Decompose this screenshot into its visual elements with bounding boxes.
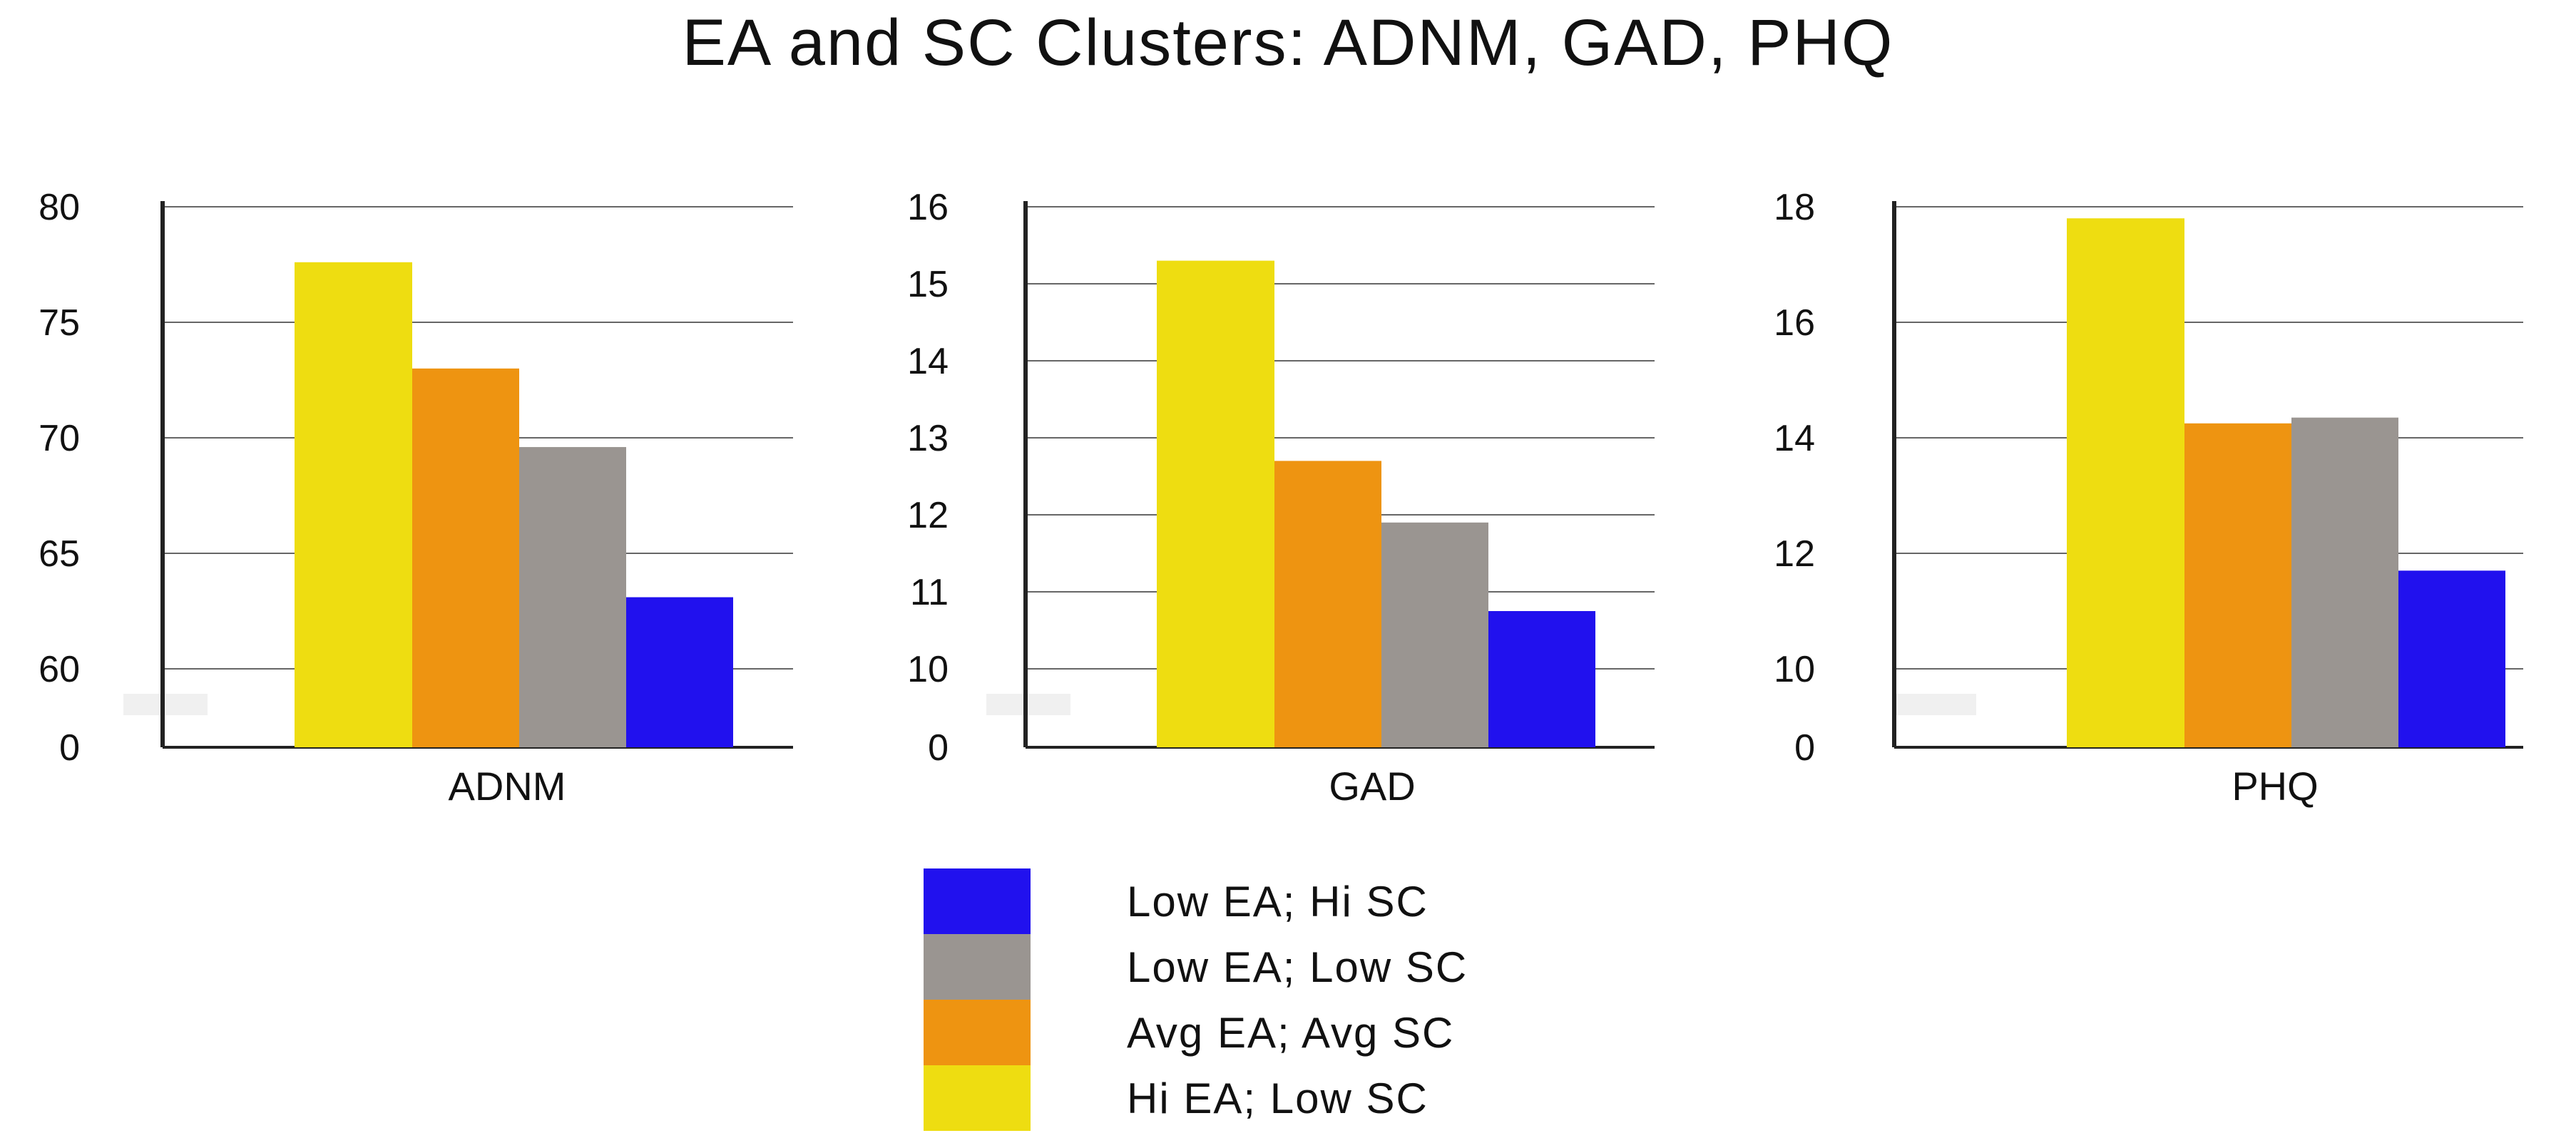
bar <box>519 446 626 747</box>
y-tick-label: 60 <box>39 649 80 690</box>
y-tick-label: 15 <box>907 264 949 305</box>
legend-item: Low EA; Low SC <box>924 934 1468 1000</box>
bar <box>1488 611 1595 747</box>
bar <box>1381 522 1488 747</box>
y-tick-label: 70 <box>39 418 80 459</box>
axis-break-mark <box>1892 694 1976 715</box>
y-tick-label: 16 <box>907 187 949 228</box>
y-tick-label: 0 <box>1794 727 1815 769</box>
legend-swatch <box>924 934 1031 1000</box>
x-category-label: GAD <box>1329 764 1415 809</box>
bar <box>1274 461 1381 747</box>
legend-item: Avg EA; Avg SC <box>924 1000 1468 1065</box>
axis-break-mark <box>986 694 1070 715</box>
legend-label: Hi EA; Low SC <box>1127 1074 1428 1122</box>
y-tick-label: 75 <box>39 302 80 344</box>
y-tick-label: 12 <box>1774 533 1815 575</box>
y-tick-label: 12 <box>907 495 949 536</box>
y-tick-label: 10 <box>1774 649 1815 690</box>
legend: Low EA; Hi SC Low EA; Low SC Avg EA; Avg… <box>924 868 1468 1131</box>
chart-title: EA and SC Clusters: ADNM, GAD, PHQ <box>682 6 1894 79</box>
bar <box>295 262 412 747</box>
legend-label: Avg EA; Avg SC <box>1127 1008 1455 1057</box>
bar <box>2398 570 2505 747</box>
legend-swatch <box>924 1065 1031 1131</box>
legend-swatch <box>924 1000 1031 1065</box>
bar <box>412 368 519 747</box>
bar <box>1157 260 1274 748</box>
legend-swatch <box>924 868 1031 934</box>
y-tick-label: 14 <box>907 341 949 382</box>
legend-item: Low EA; Hi SC <box>924 868 1468 934</box>
y-tick-label: 14 <box>1774 418 1815 459</box>
y-tick-label: 65 <box>39 533 80 575</box>
y-tick-label: 18 <box>1774 187 1815 228</box>
y-tick-label: 0 <box>928 727 949 769</box>
x-category-label: ADNM <box>449 764 566 809</box>
y-tick-label: 10 <box>907 649 949 690</box>
y-tick-label: 0 <box>59 727 80 769</box>
legend-label: Low EA; Hi SC <box>1127 877 1428 926</box>
axis-break-mark <box>123 694 208 715</box>
x-category-label: PHQ <box>2232 764 2318 809</box>
y-tick-label: 80 <box>39 187 80 228</box>
y-tick-label: 13 <box>907 418 949 459</box>
y-tick-label: 11 <box>910 572 949 613</box>
legend-label: Low EA; Low SC <box>1127 943 1468 991</box>
bar <box>626 597 733 747</box>
bar <box>2291 417 2398 747</box>
bar <box>2184 423 2291 747</box>
bar <box>2067 218 2184 747</box>
y-tick-label: 16 <box>1774 302 1815 344</box>
legend-item: Hi EA; Low SC <box>924 1065 1468 1131</box>
